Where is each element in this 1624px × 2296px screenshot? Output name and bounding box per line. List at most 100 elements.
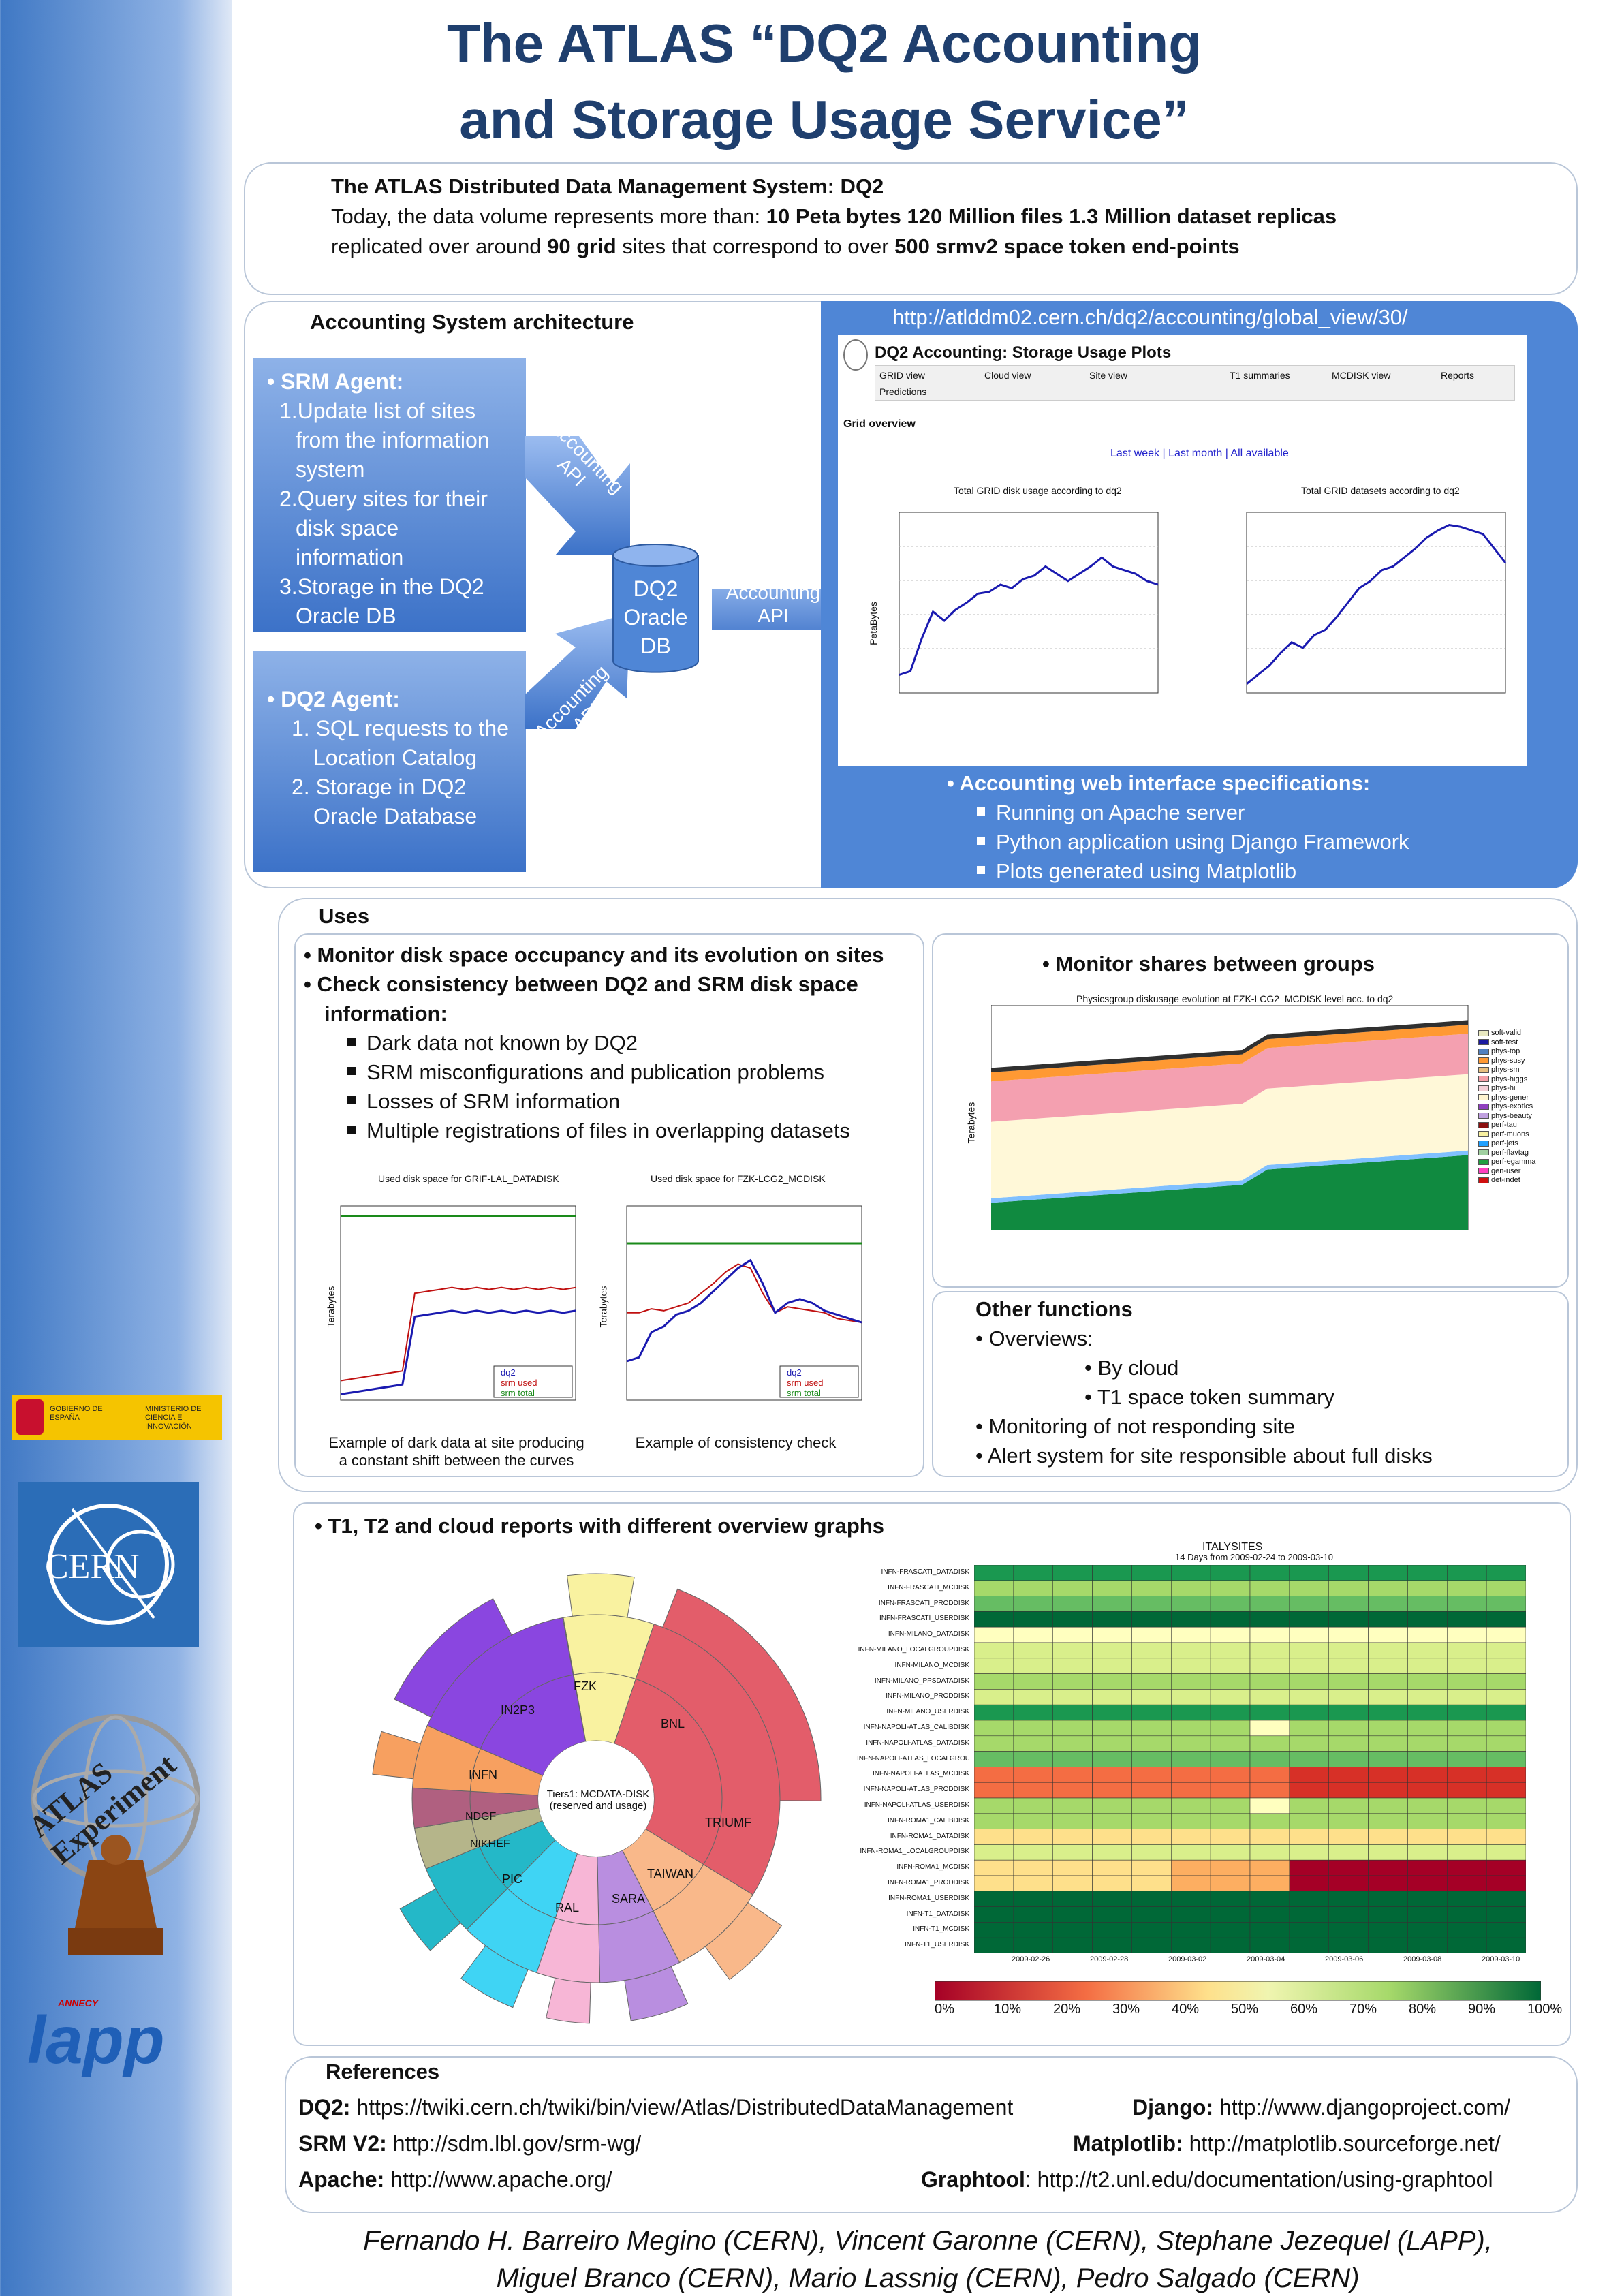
heatmap-cell xyxy=(1092,1642,1132,1659)
heatmap-cell xyxy=(1210,1720,1251,1737)
heatmap-cell xyxy=(1486,1767,1526,1783)
heatmap-cell xyxy=(1249,1704,1290,1721)
heatmap-cell xyxy=(1368,1611,1408,1628)
heatmap-cell xyxy=(1407,1704,1448,1721)
heatmap-cell xyxy=(1013,1906,1054,1923)
heatmap-cell xyxy=(1289,1782,1330,1799)
ref-apache[interactable]: Apache: http://www.apache.org/ xyxy=(298,2167,612,2192)
heatmap-cell xyxy=(1170,1859,1211,1876)
link-last-month[interactable]: Last month xyxy=(1168,448,1223,459)
ref-srm[interactable]: SRM V2: http://sdm.lbl.gov/srm-wg/ xyxy=(298,2131,642,2156)
heatmap-cell xyxy=(974,1937,1014,1953)
heatmap-cell xyxy=(1131,1642,1172,1659)
heatmap-cell xyxy=(1486,1797,1526,1814)
heatmap-cell xyxy=(1210,1891,1251,1907)
heatmap-cell xyxy=(1052,1751,1093,1767)
use-consistency: • Check consistency between DQ2 and SRM … xyxy=(304,972,858,996)
heatmap-cell xyxy=(1368,1937,1408,1953)
heatmap-cell xyxy=(1328,1782,1369,1799)
heatmap-cell xyxy=(974,1673,1014,1690)
heatmap-cell xyxy=(1446,1689,1487,1705)
sunburst-segment xyxy=(704,1902,783,1981)
heatmap-chart xyxy=(974,1565,1526,1953)
heatmap-cell xyxy=(1407,1937,1448,1953)
heatmap-cell xyxy=(1446,1596,1487,1612)
sunburst-label: PIC xyxy=(502,1872,523,1886)
heatmap-row-label: INFN-MILANO_LOCALGROUPDISK xyxy=(858,1645,969,1654)
heatmap-cell xyxy=(1131,1797,1172,1814)
scale-label: 70% xyxy=(1349,2002,1377,2017)
heatmap-cell xyxy=(1131,1844,1172,1861)
heatmap-cell xyxy=(1368,1767,1408,1783)
heatmap-cell xyxy=(1446,1767,1487,1783)
heatmap-cell xyxy=(1170,1767,1211,1783)
use-sub-item: SRM misconfigurations and publication pr… xyxy=(345,1057,884,1087)
menu-cloud-view[interactable]: Cloud view xyxy=(984,370,1031,381)
plot1-ylabel: PetaBytes xyxy=(867,602,879,645)
heatmap-cell xyxy=(1407,1782,1448,1799)
other-functions-panel xyxy=(932,1291,1569,1477)
link-all-available[interactable]: All available xyxy=(1230,448,1289,459)
sunburst-chart xyxy=(372,1573,822,2024)
sunburst-segment xyxy=(624,1966,689,2021)
heatmap-cell xyxy=(1249,1735,1290,1752)
heatmap-cell xyxy=(1013,1844,1054,1861)
ref-graphtool[interactable]: Graphtool: http://t2.unl.edu/documentati… xyxy=(921,2167,1493,2192)
shares-legend-item: gen-user xyxy=(1478,1167,1535,1177)
heatmap-cell xyxy=(1131,1720,1172,1737)
heatmap-cell xyxy=(1289,1735,1330,1752)
heatmap-cell xyxy=(1092,1813,1132,1829)
uses-heading: Uses xyxy=(319,904,370,928)
web-url[interactable]: http://atlddm02.cern.ch/dq2/accounting/g… xyxy=(892,305,1408,329)
heatmap-cell xyxy=(1446,1937,1487,1953)
heatmap-cell xyxy=(1092,1626,1132,1643)
heatmap-cell xyxy=(1131,1626,1172,1643)
heatmap-cell xyxy=(1131,1767,1172,1783)
srm-agent-items: 1.Update list of sites from the informat… xyxy=(279,399,490,628)
menu-predictions[interactable]: Predictions xyxy=(879,386,927,397)
heatmap-cell xyxy=(1446,1735,1487,1752)
heatmap-cell xyxy=(1368,1580,1408,1596)
heatmap-cell xyxy=(1407,1596,1448,1612)
web-title: DQ2 Accounting: Storage Usage Plots xyxy=(875,343,1172,362)
menu-t1-summaries[interactable]: T1 summaries xyxy=(1230,370,1290,381)
sunburst-label: RAL xyxy=(555,1901,580,1914)
heatmap-cell xyxy=(1289,1658,1330,1674)
heatmap-cell xyxy=(1328,1906,1369,1923)
link-last-week[interactable]: Last week xyxy=(1110,448,1160,459)
heatmap-cell xyxy=(974,1658,1014,1674)
heatmap-cell xyxy=(1289,1642,1330,1659)
architecture-heading: Accounting System architecture xyxy=(310,310,634,334)
menu-grid-view[interactable]: GRID view xyxy=(879,370,925,381)
heatmap-cell xyxy=(1328,1813,1369,1829)
heatmap-cell xyxy=(1249,1626,1290,1643)
heatmap-cell xyxy=(1368,1704,1408,1721)
heatmap-cell xyxy=(974,1813,1014,1829)
heatmap-cell xyxy=(1013,1596,1054,1612)
menu-mcdisk-view[interactable]: MCDISK view xyxy=(1332,370,1391,381)
heatmap-cell xyxy=(1210,1906,1251,1923)
ref-django[interactable]: Django: http://www.djangoproject.com/ xyxy=(1132,2095,1510,2120)
heatmap-cell xyxy=(1092,1658,1132,1674)
menu-site-view[interactable]: Site view xyxy=(1089,370,1128,381)
heatmap-cell xyxy=(1407,1642,1448,1659)
heatmap-cell xyxy=(1368,1922,1408,1938)
heatmap-cell xyxy=(1407,1891,1448,1907)
ref-dq2[interactable]: DQ2: https://twiki.cern.ch/twiki/bin/vie… xyxy=(298,2095,1014,2120)
heatmap-cell xyxy=(1052,1658,1093,1674)
heatmap-cell xyxy=(1170,1813,1211,1829)
heatmap-cell xyxy=(1170,1922,1211,1938)
menu-reports[interactable]: Reports xyxy=(1441,370,1475,381)
heatmap-cell xyxy=(1170,1937,1211,1953)
heatmap-cell xyxy=(1052,1813,1093,1829)
heatmap-cell xyxy=(974,1767,1014,1783)
plotA-caption: Example of dark data at site producing a … xyxy=(328,1434,584,1469)
ref-matplotlib[interactable]: Matplotlib: http://matplotlib.sourceforg… xyxy=(1073,2131,1501,2156)
shares-legend-item: perf-egamma xyxy=(1478,1158,1535,1167)
dq2-agent-items: 1. SQL requests to the Location Catalog … xyxy=(292,716,509,828)
heatmap-cell xyxy=(1289,1937,1330,1953)
heatmap-cell xyxy=(1407,1859,1448,1876)
heatmap-cell xyxy=(1368,1596,1408,1612)
heatmap-cell xyxy=(1289,1580,1330,1596)
heatmap-cell xyxy=(1210,1596,1251,1612)
